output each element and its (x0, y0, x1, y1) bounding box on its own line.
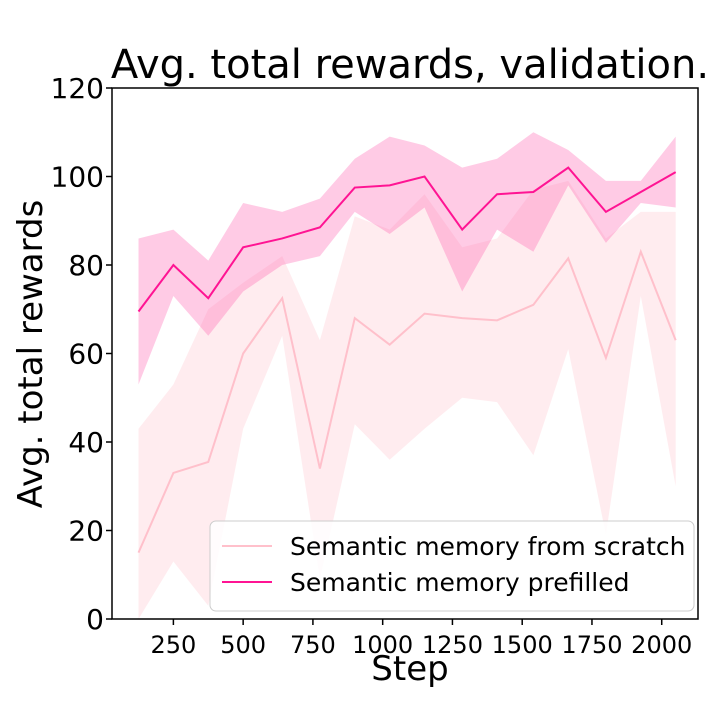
band-prefilled (138, 132, 676, 385)
x-tick-label: 250 (150, 631, 196, 659)
series-lines (137, 166, 677, 554)
x-axis-label: Step (371, 649, 448, 689)
x-tick-label: 2000 (631, 631, 692, 659)
series-line-prefilled (137, 166, 677, 313)
y-tick-label: 40 (68, 426, 104, 459)
y-axis-ticks: 0 20 40 60 80 100 120 (51, 72, 112, 636)
x-tick-label: 1000 (352, 631, 413, 659)
legend: Semantic memory from scratch Semantic me… (209, 520, 695, 612)
series-line-from-scratch (137, 248, 677, 554)
x-tick-label: 1500 (492, 631, 553, 659)
x-tick-label: 750 (290, 631, 336, 659)
confidence-bands (138, 132, 676, 620)
legend-label-from-scratch: Semantic memory from scratch (290, 532, 686, 561)
chart-title: Avg. total rewards, validation. (111, 42, 709, 88)
x-tick-label: 500 (220, 631, 266, 659)
y-tick-label: 100 (51, 161, 104, 194)
legend-box (209, 520, 695, 612)
y-tick-label: 80 (68, 249, 104, 282)
x-tick-label: 1250 (422, 631, 483, 659)
y-tick-label: 120 (51, 72, 104, 105)
legend-label-prefilled: Semantic memory prefilled (290, 568, 629, 597)
band-from-scratch (138, 180, 676, 620)
x-tick-label: 1750 (561, 631, 622, 659)
y-tick-label: 60 (68, 338, 104, 371)
x-axis-ticks: 250 500 750 1000 1250 1500 1750 2000 (150, 619, 692, 659)
y-tick-label: 0 (86, 603, 104, 636)
y-tick-label: 20 (68, 515, 104, 548)
y-axis-label: Avg. total rewards (11, 200, 51, 509)
